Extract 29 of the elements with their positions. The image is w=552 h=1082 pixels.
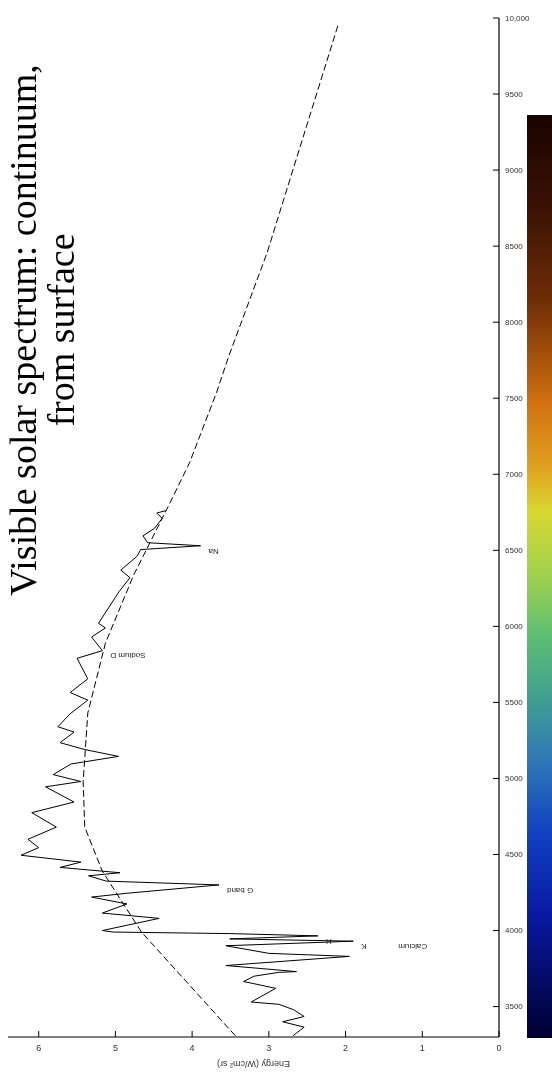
y-tick-label: 7500 bbox=[505, 394, 524, 404]
x-tick-label: 0 bbox=[496, 1043, 502, 1053]
y-tick-label: 5500 bbox=[505, 698, 524, 708]
y-tick-label: 9000 bbox=[505, 165, 524, 175]
x-tick-label: 4 bbox=[189, 1043, 195, 1053]
text: Visible solar spectrum: continuum, from surface bbox=[2, 64, 82, 596]
y-tick-label: 7000 bbox=[505, 470, 524, 480]
x-tick-label: 3 bbox=[266, 1043, 272, 1053]
x-tick-label: 6 bbox=[36, 1043, 42, 1053]
annotation: Na bbox=[208, 546, 219, 556]
y-tick-label: 9500 bbox=[505, 89, 524, 99]
annotation: G band bbox=[226, 885, 254, 895]
annotation: Sodium D bbox=[110, 651, 146, 661]
annotation: H bbox=[325, 936, 332, 946]
y-tick-label: 8000 bbox=[505, 317, 524, 327]
y-tick-label: 4000 bbox=[505, 926, 524, 936]
x-tick-label: 2 bbox=[343, 1043, 349, 1053]
y-tick-label: 3500 bbox=[505, 1002, 524, 1012]
y-tick-label: 10,000 bbox=[505, 13, 531, 23]
x-tick-label: 1 bbox=[419, 1043, 425, 1053]
annotation: Calcium bbox=[397, 941, 428, 951]
y-tick-label: 5000 bbox=[505, 774, 524, 784]
x-tick-label: 5 bbox=[112, 1043, 118, 1053]
annotation: K bbox=[360, 941, 367, 951]
y-tick-label: 6000 bbox=[505, 622, 524, 632]
y-tick-label: 8500 bbox=[505, 241, 524, 251]
y-tick-label: 6500 bbox=[505, 546, 524, 556]
x-axis-title: Energy (W/cm² sr) bbox=[217, 1058, 290, 1069]
y-tick-label: 4500 bbox=[505, 850, 524, 860]
